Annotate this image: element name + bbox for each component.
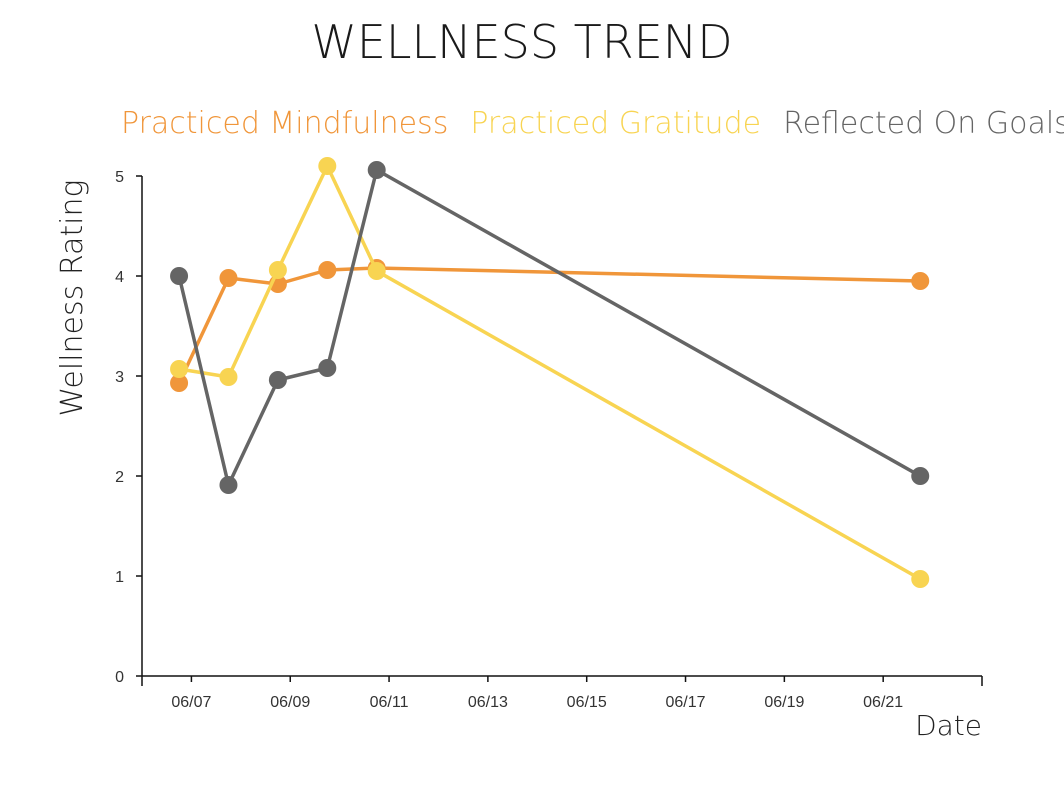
data-point[interactable] [268, 371, 287, 389]
series-line [178, 164, 922, 581]
y-tick-label: 0 [115, 669, 124, 686]
data-point[interactable] [367, 262, 386, 280]
data-point[interactable] [219, 476, 238, 494]
series-practiced-gratitude [170, 157, 930, 588]
legend-item-practiced-mindfulness[interactable]: Practiced Mindfulness [121, 106, 448, 141]
x-tick-label: 06/11 [370, 694, 409, 711]
legend: Practiced Mindfulness Practiced Gratitude… [121, 106, 1064, 141]
data-point[interactable] [318, 157, 337, 175]
x-tick-label: 06/21 [863, 694, 903, 711]
x-tick-label: 06/15 [567, 694, 607, 711]
y-tick-label: 3 [115, 369, 124, 386]
data-point[interactable] [219, 269, 238, 287]
legend-item-practiced-gratitude[interactable]: Practiced Gratitude [470, 106, 761, 141]
series-line [177, 168, 922, 487]
y-tick-label: 4 [115, 269, 124, 286]
data-point[interactable] [911, 467, 930, 485]
x-tick-label: 06/13 [468, 694, 508, 711]
series-reflected-on-goals [170, 161, 930, 494]
series-practiced-mindfulness [170, 259, 930, 392]
y-tick-label: 1 [115, 569, 124, 586]
y-axis-label: Wellness Rating [55, 180, 90, 417]
data-point[interactable] [911, 570, 930, 588]
x-axis-label: Date [915, 709, 982, 742]
chart-title: WELLNESS TREND [311, 15, 732, 69]
y-tick-label: 2 [115, 469, 124, 486]
data-point[interactable] [268, 261, 287, 279]
x-tick-label: 06/19 [764, 694, 804, 711]
data-point[interactable] [318, 359, 337, 377]
data-point[interactable] [170, 374, 189, 392]
data-point[interactable] [219, 368, 238, 386]
data-point[interactable] [170, 360, 189, 378]
data-point[interactable] [367, 161, 386, 179]
data-point[interactable] [170, 267, 189, 285]
y-tick-label: 5 [115, 169, 124, 186]
x-tick-label: 06/07 [171, 694, 211, 711]
data-point[interactable] [911, 272, 930, 290]
data-point[interactable] [318, 261, 337, 279]
x-tick-label: 06/09 [270, 694, 310, 711]
axes: 0 1 2 3 4 5 06/07 06/09 06/11 06/13 06/15 06/17 06/1… [115, 169, 983, 711]
x-tick-label: 06/17 [666, 694, 706, 711]
legend-item-reflected-on-goals[interactable]: Reflected On Goals [783, 106, 1064, 141]
series-line [177, 266, 921, 384]
series-layer [170, 157, 930, 588]
